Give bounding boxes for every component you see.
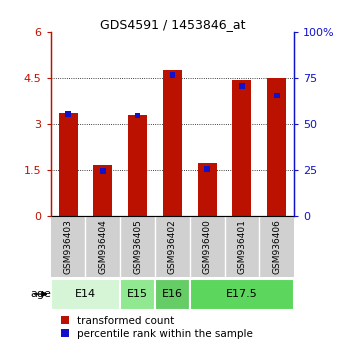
Bar — [267, 78, 286, 216]
Bar — [204, 166, 210, 172]
Text: E14: E14 — [75, 289, 96, 299]
Text: age: age — [30, 289, 51, 299]
Bar — [51, 279, 120, 310]
Text: GSM936400: GSM936400 — [203, 219, 212, 274]
Bar — [155, 279, 190, 310]
Bar — [239, 84, 245, 89]
Bar — [65, 111, 71, 116]
Text: GSM936402: GSM936402 — [168, 219, 177, 274]
Text: GSM936406: GSM936406 — [272, 219, 281, 274]
Bar — [163, 70, 182, 216]
Text: E16: E16 — [162, 289, 183, 299]
Bar — [190, 279, 294, 310]
Text: GSM936405: GSM936405 — [133, 219, 142, 274]
Text: GSM936401: GSM936401 — [237, 219, 246, 274]
Bar — [232, 80, 251, 216]
Bar — [170, 72, 175, 78]
Bar — [274, 93, 280, 98]
Bar — [128, 115, 147, 216]
Legend: transformed count, percentile rank within the sample: transformed count, percentile rank withi… — [61, 316, 253, 339]
Bar — [93, 165, 113, 216]
Bar — [100, 168, 106, 173]
Bar — [135, 113, 141, 118]
Text: E17.5: E17.5 — [226, 289, 258, 299]
Text: GSM936403: GSM936403 — [64, 219, 73, 274]
Text: E15: E15 — [127, 289, 148, 299]
Bar — [120, 279, 155, 310]
Title: GDS4591 / 1453846_at: GDS4591 / 1453846_at — [100, 18, 245, 31]
Text: GSM936404: GSM936404 — [98, 219, 107, 274]
Bar — [198, 163, 217, 216]
Bar — [58, 113, 78, 216]
